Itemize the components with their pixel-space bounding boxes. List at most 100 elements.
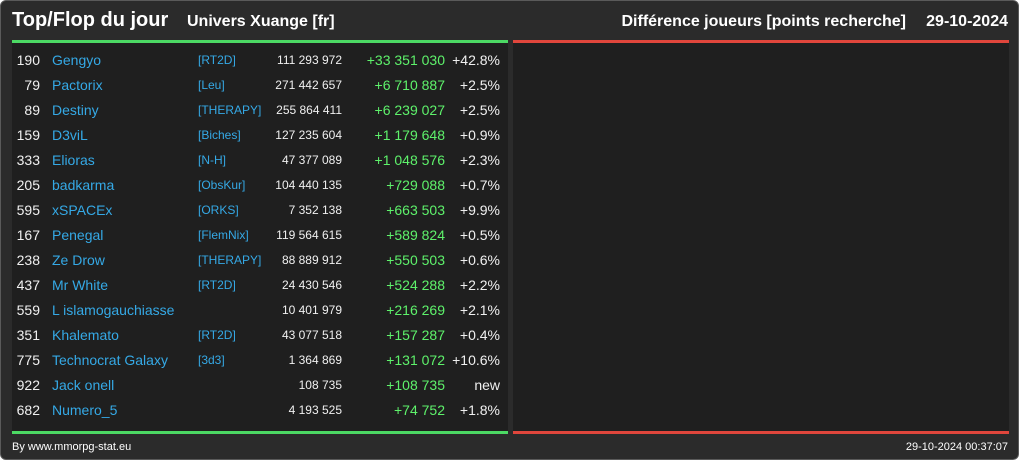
player-rank: 775 bbox=[16, 352, 40, 368]
player-name-link[interactable]: Elioras bbox=[52, 152, 95, 168]
list-item: 922 Jack onell 108 735 +108 735 new bbox=[12, 373, 508, 398]
points-difference: +108 735 bbox=[386, 377, 445, 393]
points-difference: +74 752 bbox=[394, 402, 445, 418]
percent-change: +0.7% bbox=[459, 177, 500, 193]
alliance-tag-link[interactable]: [RT2D] bbox=[198, 278, 236, 292]
player-points: 7 352 138 bbox=[288, 203, 342, 217]
top-accent-bar-bottom bbox=[12, 431, 508, 434]
top-accent-bar bbox=[12, 40, 508, 43]
player-points: 24 430 546 bbox=[281, 278, 342, 292]
player-rank: 190 bbox=[16, 52, 40, 68]
list-item: 167 Penegal [FlemNix] 119 564 615 +589 824 +0… bbox=[12, 223, 508, 248]
percent-change: +2.5% bbox=[459, 77, 500, 93]
percent-change: +0.5% bbox=[459, 227, 500, 243]
update-timestamp: 29-10-2024 00:37:07 bbox=[905, 441, 1008, 453]
player-name-link[interactable]: Technocrat Galaxy bbox=[52, 352, 168, 368]
player-name-link[interactable]: Pactorix bbox=[52, 77, 103, 93]
alliance-tag-link[interactable]: [RT2D] bbox=[198, 53, 236, 67]
player-name-link[interactable]: Numero_5 bbox=[52, 402, 118, 418]
player-points: 119 564 615 bbox=[276, 228, 342, 242]
player-rank: 333 bbox=[16, 152, 40, 168]
player-name-link[interactable]: Jack onell bbox=[52, 377, 115, 393]
list-item: 159 D3viL [Biches] 127 235 604 +1 179 648 +0.… bbox=[12, 123, 508, 148]
alliance-tag-link[interactable]: [3d3] bbox=[198, 353, 225, 367]
points-difference: +131 072 bbox=[386, 352, 445, 368]
player-name-link[interactable]: L islamogauchiasse bbox=[52, 302, 175, 318]
points-difference: +33 351 030 bbox=[366, 52, 445, 68]
points-difference: +216 269 bbox=[386, 302, 445, 318]
alliance-tag-link[interactable]: [THERAPY] bbox=[198, 253, 262, 267]
alliance-tag-link[interactable]: [N-H] bbox=[198, 153, 226, 167]
points-difference: +157 287 bbox=[386, 327, 445, 343]
player-rank: 922 bbox=[16, 377, 40, 393]
alliance-tag-link[interactable]: [ObsKur] bbox=[198, 178, 246, 192]
list-item: 682 Numero_5 4 193 525 +74 752 +1.8% bbox=[12, 398, 508, 423]
player-rank: 351 bbox=[16, 327, 40, 343]
player-points: 108 735 bbox=[298, 378, 342, 392]
player-points: 10 401 979 bbox=[281, 303, 342, 317]
alliance-tag-link[interactable]: [FlemNix] bbox=[198, 228, 249, 242]
player-points: 111 293 972 bbox=[277, 53, 342, 67]
player-name-link[interactable]: Khalemato bbox=[52, 327, 119, 343]
player-rank: 595 bbox=[16, 202, 40, 218]
points-difference: +6 239 027 bbox=[374, 102, 445, 118]
player-points: 88 889 912 bbox=[281, 253, 342, 267]
player-points: 104 440 135 bbox=[275, 178, 342, 192]
player-name-link[interactable]: Ze Drow bbox=[52, 252, 105, 268]
player-name-link[interactable]: Penegal bbox=[52, 227, 104, 243]
player-rank: 89 bbox=[24, 102, 40, 118]
list-item: 205 badkarma [ObsKur] 104 440 135 +729 088 +0… bbox=[12, 173, 508, 198]
flop-accent-bar bbox=[513, 40, 1009, 43]
player-name-link[interactable]: xSPACEx bbox=[52, 202, 113, 218]
percent-change: +9.9% bbox=[459, 202, 500, 218]
list-item: 333 Elioras [N-H] 47 377 089 +1 048 576 +2.3% bbox=[12, 148, 508, 173]
alliance-tag-link[interactable]: [ORKS] bbox=[198, 203, 239, 217]
player-points: 47 377 089 bbox=[281, 153, 342, 167]
percent-change: +42.8% bbox=[452, 52, 500, 68]
list-item: 437 Mr White [RT2D] 24 430 546 +524 288 +2.2% bbox=[12, 273, 508, 298]
player-name-link[interactable]: Destiny bbox=[52, 102, 99, 118]
alliance-tag-link[interactable]: [THERAPY] bbox=[198, 103, 262, 117]
points-difference: +550 503 bbox=[386, 252, 445, 268]
top-player-list: 190 Gengyo [RT2D] 111 293 972 +33 351 030 +42… bbox=[12, 48, 508, 423]
list-item: 79 Pactorix [Leu] 271 442 657 +6 710 887 +2.5… bbox=[12, 73, 508, 98]
player-points: 271 442 657 bbox=[275, 78, 342, 92]
percent-change: +0.9% bbox=[459, 127, 500, 143]
player-rank: 167 bbox=[16, 227, 40, 243]
top-panel bbox=[12, 43, 508, 431]
percent-change: +2.3% bbox=[459, 152, 500, 168]
player-rank: 159 bbox=[16, 127, 40, 143]
player-points: 255 864 411 bbox=[276, 103, 342, 117]
player-points: 43 077 518 bbox=[281, 328, 342, 342]
list-item: 190 Gengyo [RT2D] 111 293 972 +33 351 030 +42… bbox=[12, 48, 508, 73]
player-rank: 205 bbox=[16, 177, 40, 193]
percent-change: +0.4% bbox=[459, 327, 500, 343]
list-item: 595 xSPACEx [ORKS] 7 352 138 +663 503 +9.9% bbox=[12, 198, 508, 223]
points-difference: +524 288 bbox=[386, 277, 445, 293]
player-name-link[interactable]: Gengyo bbox=[52, 52, 102, 68]
player-name-link[interactable]: Mr White bbox=[52, 277, 108, 293]
player-name-link[interactable]: badkarma bbox=[52, 177, 115, 193]
player-points: 127 235 604 bbox=[275, 128, 342, 142]
metric-label: Différence joueurs [points recherche] bbox=[621, 13, 906, 30]
flop-accent-bar-bottom bbox=[513, 431, 1009, 434]
widget-title: Top/Flop du jour bbox=[12, 9, 169, 31]
flop-panel bbox=[513, 43, 1009, 431]
player-rank: 238 bbox=[16, 252, 40, 268]
list-item: 351 Khalemato [RT2D] 43 077 518 +157 287 +0.4… bbox=[12, 323, 508, 348]
player-rank: 682 bbox=[16, 402, 40, 418]
alliance-tag-link[interactable]: [Biches] bbox=[198, 128, 241, 142]
player-rank: 79 bbox=[24, 77, 40, 93]
percent-change: new bbox=[474, 377, 500, 393]
percent-change: +2.2% bbox=[459, 277, 500, 293]
percent-change: +2.1% bbox=[459, 302, 500, 318]
alliance-tag-link[interactable]: [RT2D] bbox=[198, 328, 236, 342]
percent-change: +2.5% bbox=[459, 102, 500, 118]
list-item: 238 Ze Drow [THERAPY] 88 889 912 +550 503 +0.… bbox=[12, 248, 508, 273]
percent-change: +1.8% bbox=[459, 402, 500, 418]
player-name-link[interactable]: D3viL bbox=[52, 127, 88, 143]
date-label: 29-10-2024 bbox=[926, 13, 1008, 30]
points-difference: +1 179 648 bbox=[374, 127, 445, 143]
alliance-tag-link[interactable]: [Leu] bbox=[198, 78, 225, 92]
